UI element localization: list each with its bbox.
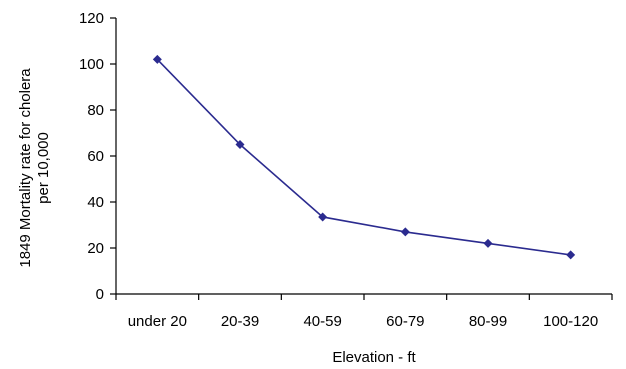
data-point-marker bbox=[566, 250, 576, 260]
y-tick-label: 0 bbox=[96, 286, 104, 303]
y-axis-label-line-1: 1849 Mortality rate for cholera bbox=[17, 68, 34, 268]
data-point-marker bbox=[318, 212, 328, 222]
y-tick-label: 80 bbox=[87, 102, 104, 119]
y-tick-label: 120 bbox=[79, 10, 104, 27]
data-point-marker bbox=[235, 140, 245, 149]
x-tick-label: 80-99 bbox=[469, 313, 507, 330]
series-line bbox=[156, 58, 571, 256]
y-axis-label-line-2: per 10,000 bbox=[35, 132, 52, 204]
x-tick-label: 20-39 bbox=[221, 313, 259, 330]
y-tick-label: 40 bbox=[87, 194, 104, 211]
x-tick-label: 100-120 bbox=[543, 313, 598, 330]
series-markers bbox=[152, 54, 576, 260]
data-point-marker bbox=[152, 54, 162, 64]
y-tick-label: 60 bbox=[87, 148, 104, 165]
y-tick-label: 20 bbox=[87, 240, 104, 257]
x-tick-label: under 20 bbox=[128, 313, 187, 330]
x-axis-ticks: under 20 20-39 40-59 60-79 80-99 100-120 bbox=[115, 294, 613, 330]
x-tick-label: 40-59 bbox=[303, 313, 341, 330]
y-tick-label: 100 bbox=[79, 56, 104, 73]
data-point-marker bbox=[400, 227, 410, 237]
x-tick-label: 60-79 bbox=[386, 313, 424, 330]
y-axis-ticks: 0 20 40 60 80 100 120 bbox=[79, 10, 116, 303]
x-axis-label: Elevation - ft bbox=[332, 349, 416, 366]
data-point-marker bbox=[483, 238, 493, 248]
